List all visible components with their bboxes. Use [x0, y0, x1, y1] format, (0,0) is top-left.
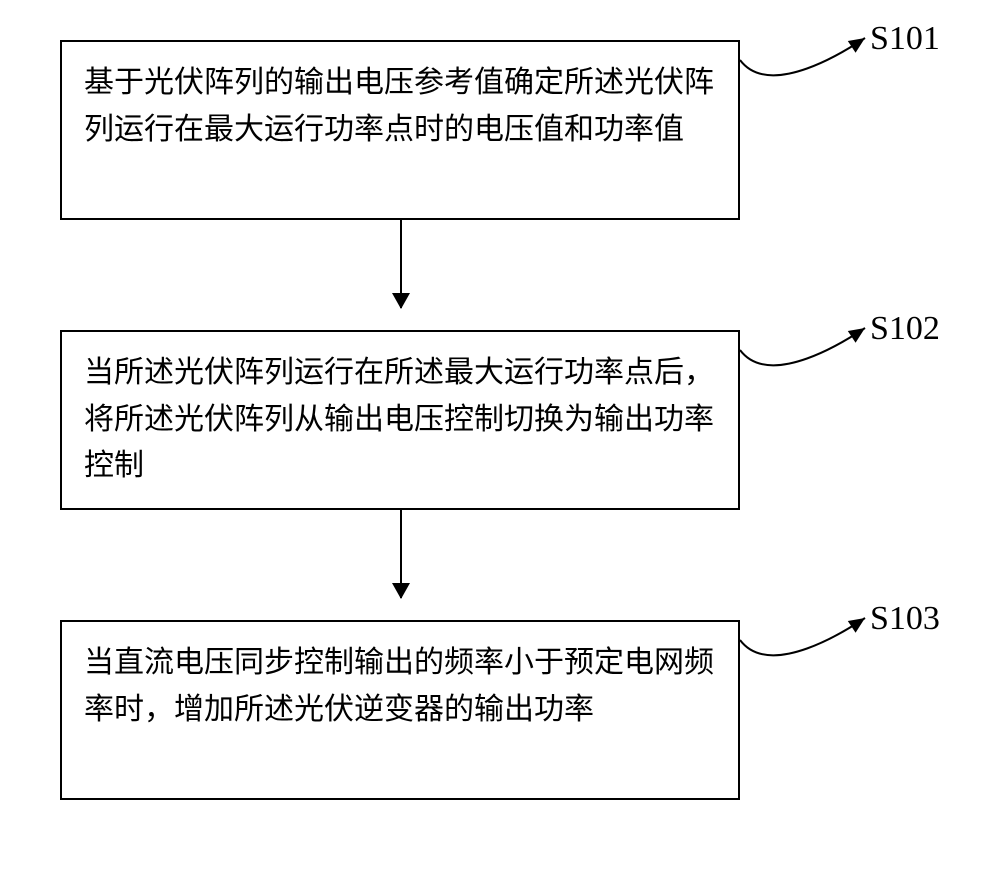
callout-arrow — [730, 568, 955, 700]
step-text: 当直流电压同步控制输出的频率小于预定电网频率时，增加所述光伏逆变器的输出功率 — [84, 646, 714, 726]
step-text: 基于光伏阵列的输出电压参考值确定所述光伏阵列运行在最大运行功率点时的电压值和功率… — [84, 66, 714, 146]
step-text: 当所述光伏阵列运行在所述最大运行功率点后，将所述光伏阵列从输出电压控制切换为输出… — [84, 356, 714, 482]
callout-arrow — [730, 278, 955, 410]
flowchart-arrow — [400, 220, 402, 308]
flowchart-step: 当所述光伏阵列运行在所述最大运行功率点后，将所述光伏阵列从输出电压控制切换为输出… — [60, 330, 740, 510]
flowchart-step: 基于光伏阵列的输出电压参考值确定所述光伏阵列运行在最大运行功率点时的电压值和功率… — [60, 40, 740, 220]
flowchart-arrow — [400, 510, 402, 598]
flowchart-canvas: 基于光伏阵列的输出电压参考值确定所述光伏阵列运行在最大运行功率点时的电压值和功率… — [0, 0, 1000, 880]
flowchart-step: 当直流电压同步控制输出的频率小于预定电网频率时，增加所述光伏逆变器的输出功率 — [60, 620, 740, 800]
callout-arrow — [730, 0, 955, 120]
